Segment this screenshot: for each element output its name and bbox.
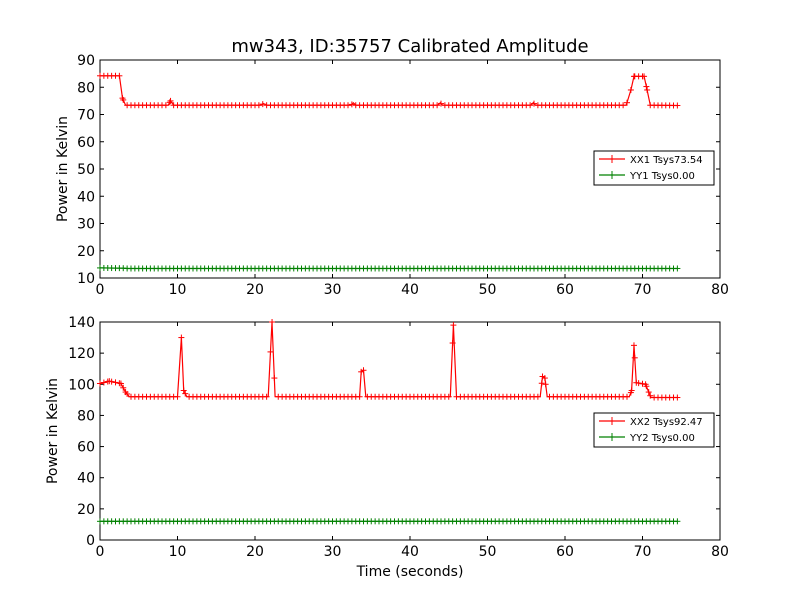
y-tick-label: 20 [77, 244, 95, 260]
series-markers-xx1 [97, 72, 681, 109]
y-tick-label: 70 [77, 108, 95, 124]
legend-label-yy1: YY1 Tsys0.00 [629, 171, 695, 182]
series-line-xx2 [99, 321, 678, 399]
series-markers-yy1 [97, 264, 681, 272]
bottom-legend: XX2 Tsys92.47 YY2 Tsys0.00 [593, 412, 715, 448]
x-tick-label: 30 [324, 282, 342, 298]
x-tick-label: 10 [169, 544, 187, 560]
bottom-ticks: 0 10 20 30 40 50 60 70 80 0 20 40 60 80 100 120 140 [68, 315, 729, 560]
series-markers-yy2 [97, 518, 681, 525]
x-tick-label: 50 [479, 282, 497, 298]
x-axis-label: Time (seconds) [356, 564, 464, 580]
y-tick-label: 40 [77, 471, 95, 487]
y-tick-label: 60 [77, 135, 95, 151]
x-tick-label: 10 [169, 282, 187, 298]
x-tick-label: 70 [634, 544, 652, 560]
bottom-panel: Power in Kelvin Time (seconds) 0 10 20 30 40… [45, 315, 729, 580]
top-series-lines [97, 72, 681, 272]
x-tick-label: 50 [479, 544, 497, 560]
series-markers-xx2 [97, 319, 681, 401]
x-tick-label: 80 [711, 282, 729, 298]
bottom-y-axis-label: Power in Kelvin [45, 378, 61, 484]
y-tick-label: 90 [77, 53, 95, 69]
y-tick-label: 0 [86, 533, 95, 549]
y-tick-label: 120 [68, 346, 95, 362]
x-tick-label: 40 [401, 544, 419, 560]
x-tick-label: 40 [401, 282, 419, 298]
y-tick-label: 80 [77, 80, 95, 96]
bottom-legend-box [593, 412, 715, 448]
y-tick-label: 80 [77, 408, 95, 424]
x-tick-label: 20 [246, 544, 264, 560]
x-tick-label: 20 [246, 282, 264, 298]
y-tick-label: 140 [68, 315, 95, 331]
y-tick-label: 100 [68, 377, 95, 393]
top-legend: XX1 Tsys73.54 YY1 Tsys0.00 [593, 150, 715, 186]
legend-label-xx1: XX1 Tsys73.54 [630, 155, 703, 166]
top-y-axis-label: Power in Kelvin [55, 116, 71, 222]
legend-label-yy2: YY2 Tsys0.00 [629, 433, 695, 444]
x-tick-label: 60 [556, 282, 574, 298]
y-tick-label: 30 [77, 217, 95, 233]
y-tick-label: 40 [77, 189, 95, 205]
x-tick-label: 30 [324, 544, 342, 560]
x-tick-label: 70 [634, 282, 652, 298]
top-legend-box [593, 150, 715, 186]
top-panel: mw343, ID:35757 Calibrated Amplitude Pow… [55, 36, 729, 298]
y-tick-label: 60 [77, 440, 95, 456]
x-tick-label: 80 [711, 544, 729, 560]
bottom-series-lines [97, 319, 681, 525]
x-tick-label: 60 [556, 544, 574, 560]
y-tick-label: 20 [77, 502, 95, 518]
x-tick-label: 0 [96, 282, 105, 298]
chart-title: mw343, ID:35757 Calibrated Amplitude [231, 36, 588, 57]
legend-label-xx2: XX2 Tsys92.47 [630, 417, 703, 428]
x-tick-label: 0 [96, 544, 105, 560]
y-tick-label: 50 [77, 162, 95, 178]
y-tick-label: 10 [77, 271, 95, 287]
series-line-xx1 [100, 75, 678, 107]
